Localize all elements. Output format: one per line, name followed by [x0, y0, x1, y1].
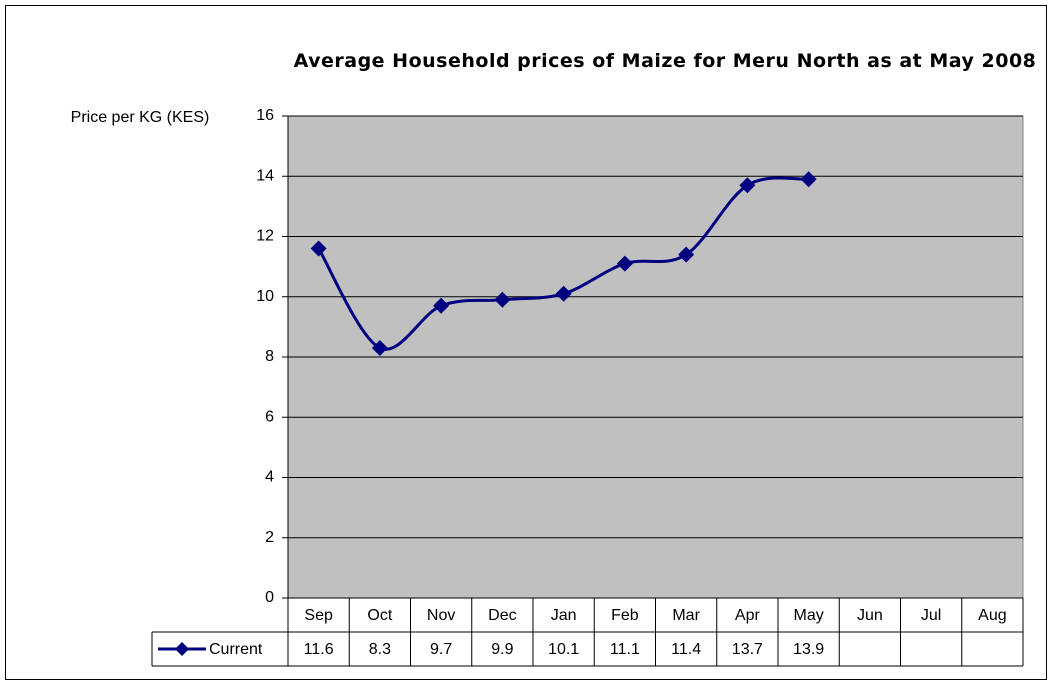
y-tick-label: 10 — [256, 288, 274, 305]
y-tick-label: 16 — [256, 107, 274, 124]
x-tick-label: Apr — [735, 607, 761, 624]
marker — [555, 285, 572, 302]
table-value: 11.1 — [610, 641, 640, 658]
x-tick-label: Mar — [672, 607, 700, 624]
y-axis-label: Price per KG (KES) — [71, 109, 210, 126]
table-value: 13.9 — [793, 641, 824, 658]
table-value: 8.3 — [369, 641, 391, 658]
x-tick-label: Jun — [857, 607, 883, 624]
x-tick-label: May — [794, 607, 824, 624]
y-tick-label: 12 — [256, 228, 274, 245]
y-tick-label: 0 — [265, 589, 274, 606]
chart-title: Average Household prices of Maize for Me… — [293, 50, 1037, 72]
x-tick-label: Oct — [367, 607, 392, 624]
marker — [678, 246, 695, 263]
marker — [310, 240, 327, 257]
marker — [371, 339, 388, 356]
marker — [739, 177, 756, 194]
x-tick-label: Jul — [921, 607, 941, 624]
x-tick-label: Jan — [551, 607, 577, 624]
table-value: 13.7 — [732, 641, 763, 658]
x-tick-label: Sep — [304, 607, 333, 624]
table-value: 11.4 — [671, 641, 701, 658]
y-tick-label: 2 — [265, 529, 274, 546]
marker — [494, 291, 511, 308]
x-tick-label: Aug — [978, 607, 1006, 624]
marker — [433, 297, 450, 314]
y-tick-label: 4 — [265, 469, 274, 486]
table-value: 11.6 — [304, 641, 334, 658]
y-tick-label: 14 — [256, 167, 274, 184]
marker — [616, 255, 633, 272]
x-tick-label: Nov — [427, 607, 455, 624]
table-value: 9.7 — [430, 641, 452, 658]
y-tick-label: 8 — [265, 348, 274, 365]
y-tick-label: 6 — [265, 408, 274, 425]
table-value: 10.1 — [548, 641, 579, 658]
marker — [800, 171, 817, 188]
table-value: 9.9 — [491, 641, 513, 658]
x-tick-label: Dec — [488, 607, 516, 624]
x-tick-label: Feb — [611, 607, 639, 624]
legend-marker — [175, 642, 189, 656]
legend-label: Current — [209, 641, 263, 658]
